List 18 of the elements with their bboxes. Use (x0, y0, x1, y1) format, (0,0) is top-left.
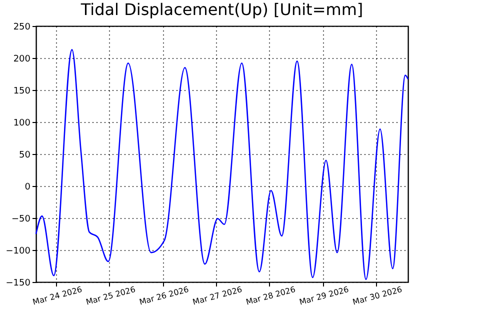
y-tick-label: 250 (13, 22, 31, 32)
x-tick-label: Mar 26 2026 (138, 284, 190, 307)
y-tick-label: 100 (13, 118, 31, 128)
y-tick-label: 200 (13, 54, 31, 64)
line-series (35, 49, 409, 280)
y-tick-label: 0 (24, 182, 31, 192)
y-tick-label: 50 (19, 150, 31, 160)
x-tick-label: Mar 25 2026 (85, 284, 136, 307)
x-tick-label: Mar 30 2026 (352, 284, 404, 307)
y-tick-label: −100 (6, 246, 31, 256)
y-tick-label: 150 (13, 86, 31, 96)
x-tick-label: Mar 27 2026 (192, 284, 244, 307)
x-tick-label: Mar 24 2026 (32, 284, 84, 307)
x-tick-label: Mar 29 2026 (298, 284, 350, 307)
x-tick-label: Mar 28 2026 (245, 284, 296, 307)
y-tick-label: −150 (6, 278, 31, 288)
y-tick-label: −50 (12, 214, 31, 224)
chart-title: Tidal Displacement(Up) [Unit=mm] (80, 0, 364, 19)
